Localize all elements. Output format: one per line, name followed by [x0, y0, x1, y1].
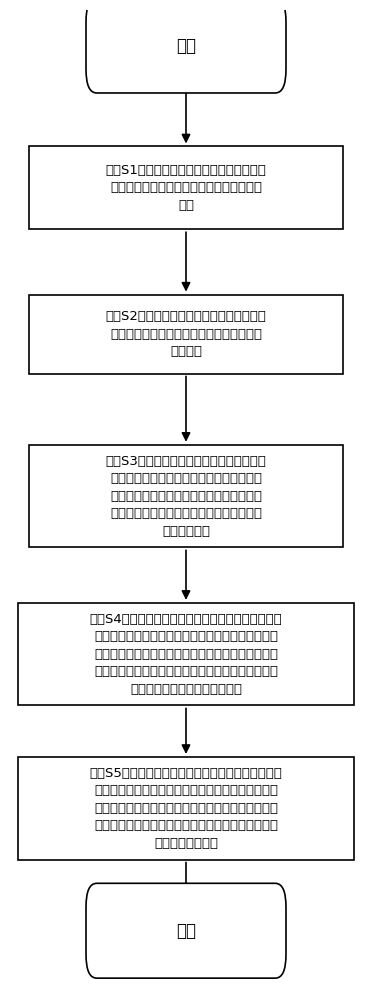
Text: 结束: 结束 [176, 922, 196, 940]
Text: 开始: 开始 [176, 37, 196, 55]
Text: 步骤S3：通过声采集终端采集多个第二声音
信号，同时提取第二声音信号中的频谱特征
参数，将频谱特征参数输入训练后的声音分
类模型，初步判断第二声音信号是否包含电: 步骤S3：通过声采集终端采集多个第二声音 信号，同时提取第二声音信号中的频谱特征… [106, 455, 266, 538]
Text: 步骤S5：将第二声音信号中的频谱特征参数输入预先
构建的声音分析模型中，获得冲击函数系数特征，基
于冲击函数系数特征以及预先构建的声源定位模型，
获得电缆故障声: 步骤S5：将第二声音信号中的频谱特征参数输入预先 构建的声音分析模型中，获得冲击… [90, 767, 282, 850]
Text: 步骤S4：提取出降噪处理后的第二声信号中的时频特
征，并形成第一曲线图，同时提取故障条件下的第一
声信号中的时频特征，形成第二曲线图，将第一曲线
图与第二曲线图: 步骤S4：提取出降噪处理后的第二声信号中的时频特 征，并形成第一曲线图，同时提取… [90, 613, 282, 696]
FancyBboxPatch shape [29, 295, 343, 374]
FancyBboxPatch shape [29, 445, 343, 547]
FancyBboxPatch shape [18, 603, 354, 705]
FancyBboxPatch shape [29, 146, 343, 229]
FancyBboxPatch shape [86, 0, 286, 93]
FancyBboxPatch shape [18, 757, 354, 860]
Text: 步骤S1：采集不同情况下的第一声信号，并
从第一声信号中提取不同情况下的频谱特征
参数: 步骤S1：采集不同情况下的第一声信号，并 从第一声信号中提取不同情况下的频谱特征… [106, 164, 266, 212]
Text: 步骤S2：将频谱特征参数输入预先构建的声
音分类模型中进行训练，得到训练后的声音
分类模型: 步骤S2：将频谱特征参数输入预先构建的声 音分类模型中进行训练，得到训练后的声音… [106, 310, 266, 358]
FancyBboxPatch shape [86, 883, 286, 978]
